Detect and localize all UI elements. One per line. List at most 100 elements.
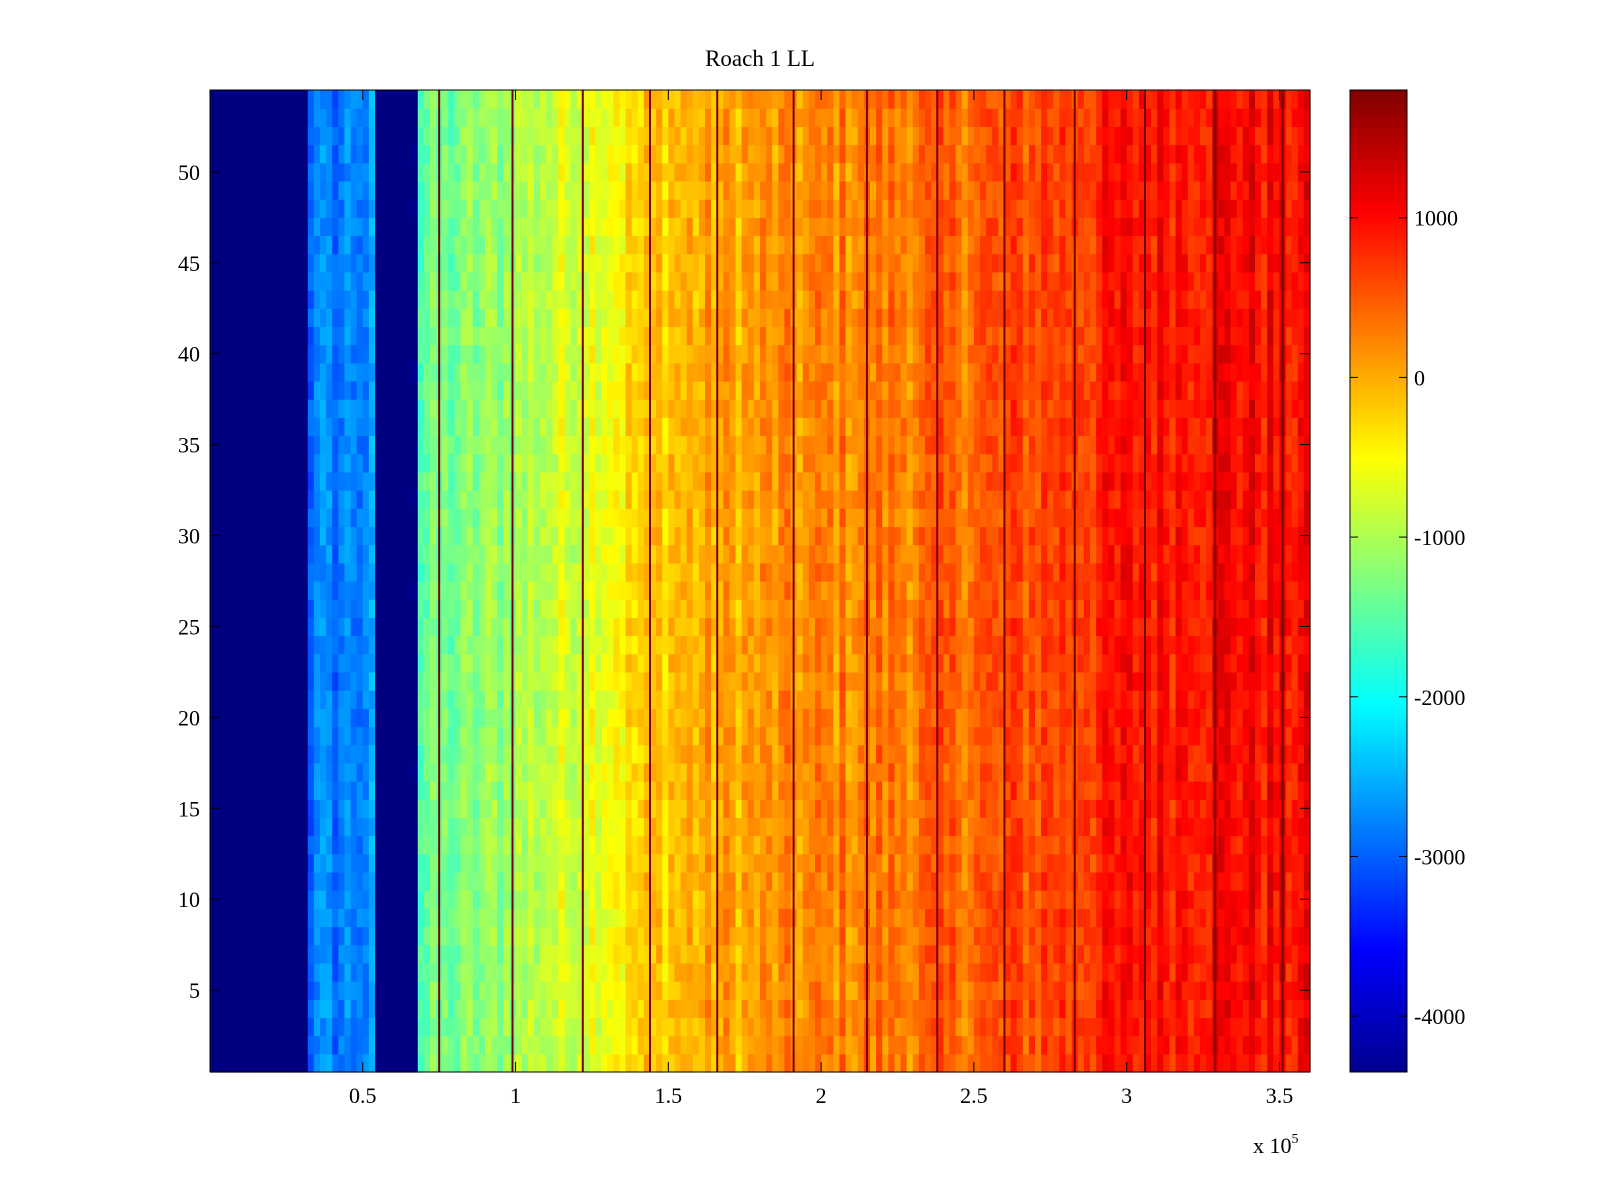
heatmap-cell [362,835,370,855]
heatmap-cell [442,162,449,182]
heatmap-cell [417,362,425,382]
heatmap-cell [442,744,449,764]
heatmap-cell [258,962,266,982]
heatmap-cell [301,981,309,1000]
heatmap-cell [552,435,559,455]
heatmap-cell [668,581,676,600]
heatmap-cell [485,599,492,618]
heatmap-cell [417,544,425,564]
heatmap-cell [747,744,755,764]
heatmap-cell [368,944,376,964]
heatmap-cell [631,1035,639,1055]
heatmap-cell [668,290,676,309]
heatmap-cell [234,1053,242,1073]
heatmap-cell [320,380,327,400]
heatmap-cell [307,180,315,200]
heatmap-cell [619,690,627,709]
heatmap-cell [619,871,627,891]
heatmap-cell [576,908,584,928]
heatmap-cell [313,453,321,473]
heatmap-cell [405,453,413,473]
heatmap-cell [637,599,645,618]
heatmap-cell [766,380,773,400]
heatmap-cell [265,290,272,309]
heatmap-cell [729,1017,737,1037]
heatmap-cell [650,562,657,582]
heatmap-cell [564,871,572,891]
heatmap-cell [595,871,602,891]
heatmap-cell [533,380,541,400]
heatmap-cell [430,1017,437,1037]
heatmap-cell [430,126,437,146]
heatmap-cell [760,180,767,200]
heatmap-cell [723,344,731,364]
heatmap-cell [662,781,669,800]
heatmap-cell [430,853,437,873]
heatmap-cell [350,271,358,291]
heatmap-cell [491,926,498,946]
heatmap-cell [246,126,254,146]
heatmap-cell [698,235,706,255]
heatmap-cell [277,726,284,746]
heatmap-cell [228,199,236,218]
heatmap-cell [643,799,651,819]
heatmap-cell [252,835,260,855]
heatmap-cell [283,944,291,964]
heatmap-cell [521,162,529,182]
heatmap-cell [460,690,468,709]
heatmap-cell [564,90,572,109]
heatmap-cell [350,217,358,237]
heatmap-cell [460,981,468,1000]
heatmap-cell [637,635,645,655]
heatmap-cell [442,617,449,637]
heatmap-cell [258,235,266,255]
heatmap-cell [271,235,278,255]
heatmap-cell [753,144,761,164]
heatmap-cell [650,908,657,928]
heatmap-cell [680,926,688,946]
heatmap-cell [448,544,456,564]
heatmap-cell [753,981,761,1000]
heatmap-cell [717,471,724,491]
heatmap-cell [265,399,272,418]
heatmap-cell [423,453,431,473]
heatmap-cell [497,962,504,982]
heatmap-cell [295,871,303,891]
heatmap-cell [344,781,352,800]
heatmap-cell [442,308,449,328]
heatmap-cell [491,162,498,182]
heatmap-cell [265,1035,272,1055]
heatmap-cell [503,453,511,473]
heatmap-cell [228,617,236,637]
heatmap-cell [210,399,217,418]
heatmap-cell [717,508,724,528]
heatmap-cell [576,999,584,1019]
heatmap-cell [466,635,474,655]
heatmap-cell [277,599,284,618]
heatmap-cell [240,635,248,655]
heatmap-cell [222,653,229,673]
heatmap-cell [735,308,743,328]
heatmap-cell [497,90,504,109]
heatmap-cell [332,162,339,182]
heatmap-cell [515,581,523,600]
heatmap-cell [741,908,749,928]
heatmap-cell [472,308,480,328]
heatmap-cell [497,799,504,819]
heatmap-cell [405,180,413,200]
heatmap-cell [240,762,248,782]
heatmap-cell [405,162,413,182]
heatmap-cell [478,926,486,946]
heatmap-cell [766,508,773,528]
heatmap-cell [558,508,566,528]
heatmap-cell [588,399,596,418]
heatmap-cell [650,853,657,873]
heatmap-cell [301,962,309,982]
heatmap-cell [246,617,254,637]
heatmap-cell [527,308,535,328]
heatmap-cell [680,235,688,255]
heatmap-cell [747,1017,755,1037]
heatmap-cell [423,653,431,673]
heatmap-cell [320,726,327,746]
heatmap-cell [735,799,743,819]
